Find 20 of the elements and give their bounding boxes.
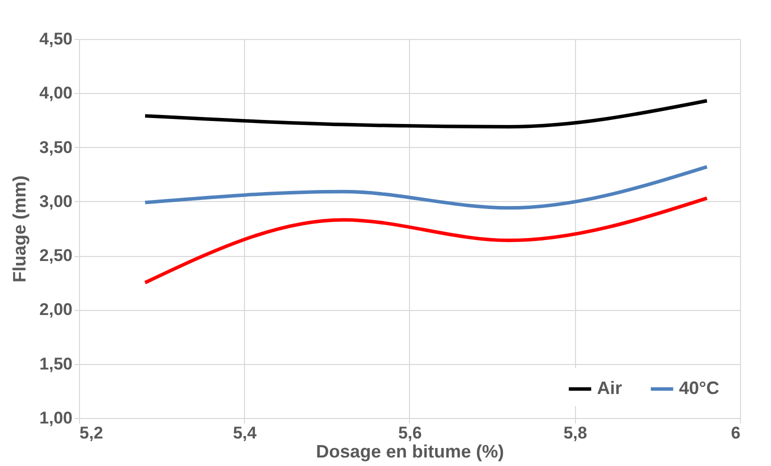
- line-series: [143, 98, 709, 128]
- x-tick-label: 5,6: [398, 424, 422, 442]
- line-series: [143, 196, 709, 284]
- y-axis-title: Fluage (mm): [9, 175, 30, 283]
- line-series: [143, 165, 709, 210]
- x-tick-label: 5,4: [232, 424, 258, 442]
- x-tick-label: 5,2: [80, 424, 104, 442]
- y-tick-label: 2,00: [39, 300, 72, 320]
- y-tick-label: 2,50: [39, 246, 72, 266]
- y-tick-label: 1,50: [39, 354, 72, 374]
- x-axis-title: Dosage en bitume (%): [316, 442, 504, 462]
- y-tick-label: 4,50: [39, 30, 72, 48]
- y-tick-label: 3,50: [39, 138, 72, 157]
- legend-label: Air: [597, 378, 622, 398]
- legend-label: 40°C: [679, 378, 720, 398]
- x-tick-label: 5,8: [563, 424, 588, 442]
- y-tick-label: 4,00: [39, 84, 72, 103]
- x-tick-label: 6: [731, 424, 740, 442]
- y-tick-label: 1,00: [39, 408, 72, 428]
- y-tick-label: 3,00: [39, 192, 72, 211]
